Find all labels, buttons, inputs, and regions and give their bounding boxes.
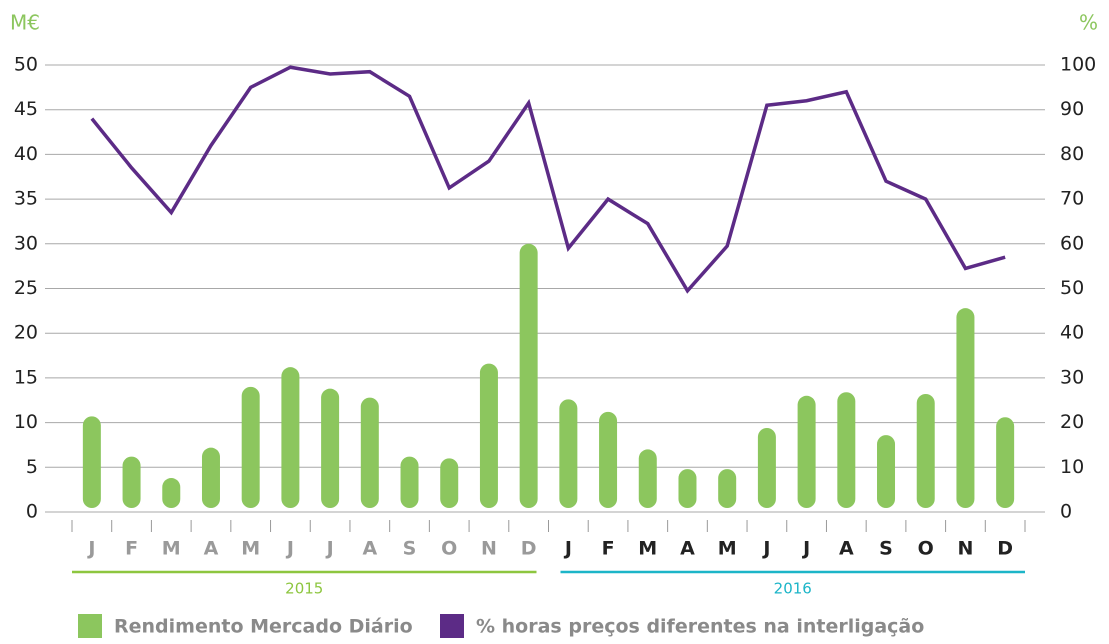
bar	[400, 456, 419, 508]
x-tick-label: N	[957, 538, 973, 560]
y-tick-label: 5	[26, 456, 38, 478]
line	[90, 65, 1006, 294]
y-tick-label: 15	[14, 366, 38, 388]
group-label: 2016	[774, 580, 812, 598]
x-tick-label: O	[918, 538, 934, 560]
y-tick-label: 10	[14, 411, 38, 433]
bar	[718, 469, 737, 508]
x-tick-label: A	[680, 538, 695, 560]
bar	[638, 449, 657, 508]
bar	[281, 367, 300, 508]
x-tick-label: S	[403, 538, 417, 560]
bar	[360, 397, 379, 508]
y-tick-label: 20	[14, 322, 38, 344]
bar	[241, 386, 260, 508]
bar	[162, 478, 181, 508]
legend-swatch	[78, 614, 102, 638]
x-tick-label: F	[125, 538, 138, 560]
y2-tick-label: 10	[1060, 456, 1084, 478]
bar	[82, 416, 101, 508]
x-tick-label: S	[879, 538, 893, 560]
x-tick-label: J	[86, 538, 95, 560]
legend-swatch	[440, 614, 464, 638]
bar	[797, 395, 816, 508]
x-tick-label: M	[162, 538, 181, 560]
bar	[877, 435, 896, 508]
y2-axis-label: %	[1079, 11, 1098, 35]
y-tick-label: 40	[14, 143, 38, 165]
bar	[916, 393, 935, 508]
y-tick-label: 30	[14, 232, 38, 254]
y-tick-label: 50	[14, 54, 38, 76]
bar	[321, 388, 340, 508]
x-tick-label: M	[241, 538, 260, 560]
y2-tick-label: 90	[1060, 98, 1084, 120]
bar	[757, 427, 776, 508]
x-tick-label: A	[839, 538, 854, 560]
y2-tick-label: 50	[1060, 277, 1084, 299]
x-tick-label: F	[602, 538, 615, 560]
bar	[479, 363, 498, 508]
x-tick-label: O	[441, 538, 457, 560]
bar	[201, 447, 220, 508]
x-tick-label: J	[801, 538, 810, 560]
y-tick-label: 45	[14, 98, 38, 120]
x-tick-label: D	[997, 538, 1013, 560]
bar	[837, 392, 856, 508]
y2-tick-label: 60	[1060, 232, 1084, 254]
y2-tick-label: 80	[1060, 143, 1084, 165]
bar	[599, 411, 618, 508]
legend-label: Rendimento Mercado Diário	[114, 616, 413, 638]
y2-tick-label: 0	[1060, 501, 1072, 523]
bar	[440, 458, 459, 508]
bar	[996, 417, 1015, 508]
x-tick-label: J	[325, 538, 334, 560]
bar	[559, 399, 578, 508]
x-tick-label: N	[481, 538, 497, 560]
y-tick-label: 25	[14, 277, 38, 299]
group-label: 2015	[285, 580, 323, 598]
x-tick-label: A	[204, 538, 219, 560]
bar	[519, 243, 538, 509]
y2-tick-label: 40	[1060, 322, 1084, 344]
x-tick-label: J	[761, 538, 770, 560]
bar	[122, 456, 141, 508]
x-tick-label: D	[521, 538, 537, 560]
y-tick-label: 35	[14, 188, 38, 210]
x-tick-label: A	[362, 538, 377, 560]
x-tick-label: M	[638, 538, 657, 560]
y2-tick-label: 20	[1060, 411, 1084, 433]
y2-tick-label: 30	[1060, 366, 1084, 388]
bar	[956, 308, 975, 508]
x-tick-label: J	[285, 538, 294, 560]
x-tick-label: M	[718, 538, 737, 560]
y2-tick-label: 70	[1060, 188, 1084, 210]
bar	[678, 469, 697, 508]
y-axis-label: M€	[10, 11, 40, 35]
x-tick-label: J	[563, 538, 572, 560]
y2-tick-label: 100	[1060, 54, 1096, 76]
legend-label: % horas preços diferentes na interligaçã…	[476, 616, 924, 638]
y-tick-label: 0	[26, 501, 38, 523]
